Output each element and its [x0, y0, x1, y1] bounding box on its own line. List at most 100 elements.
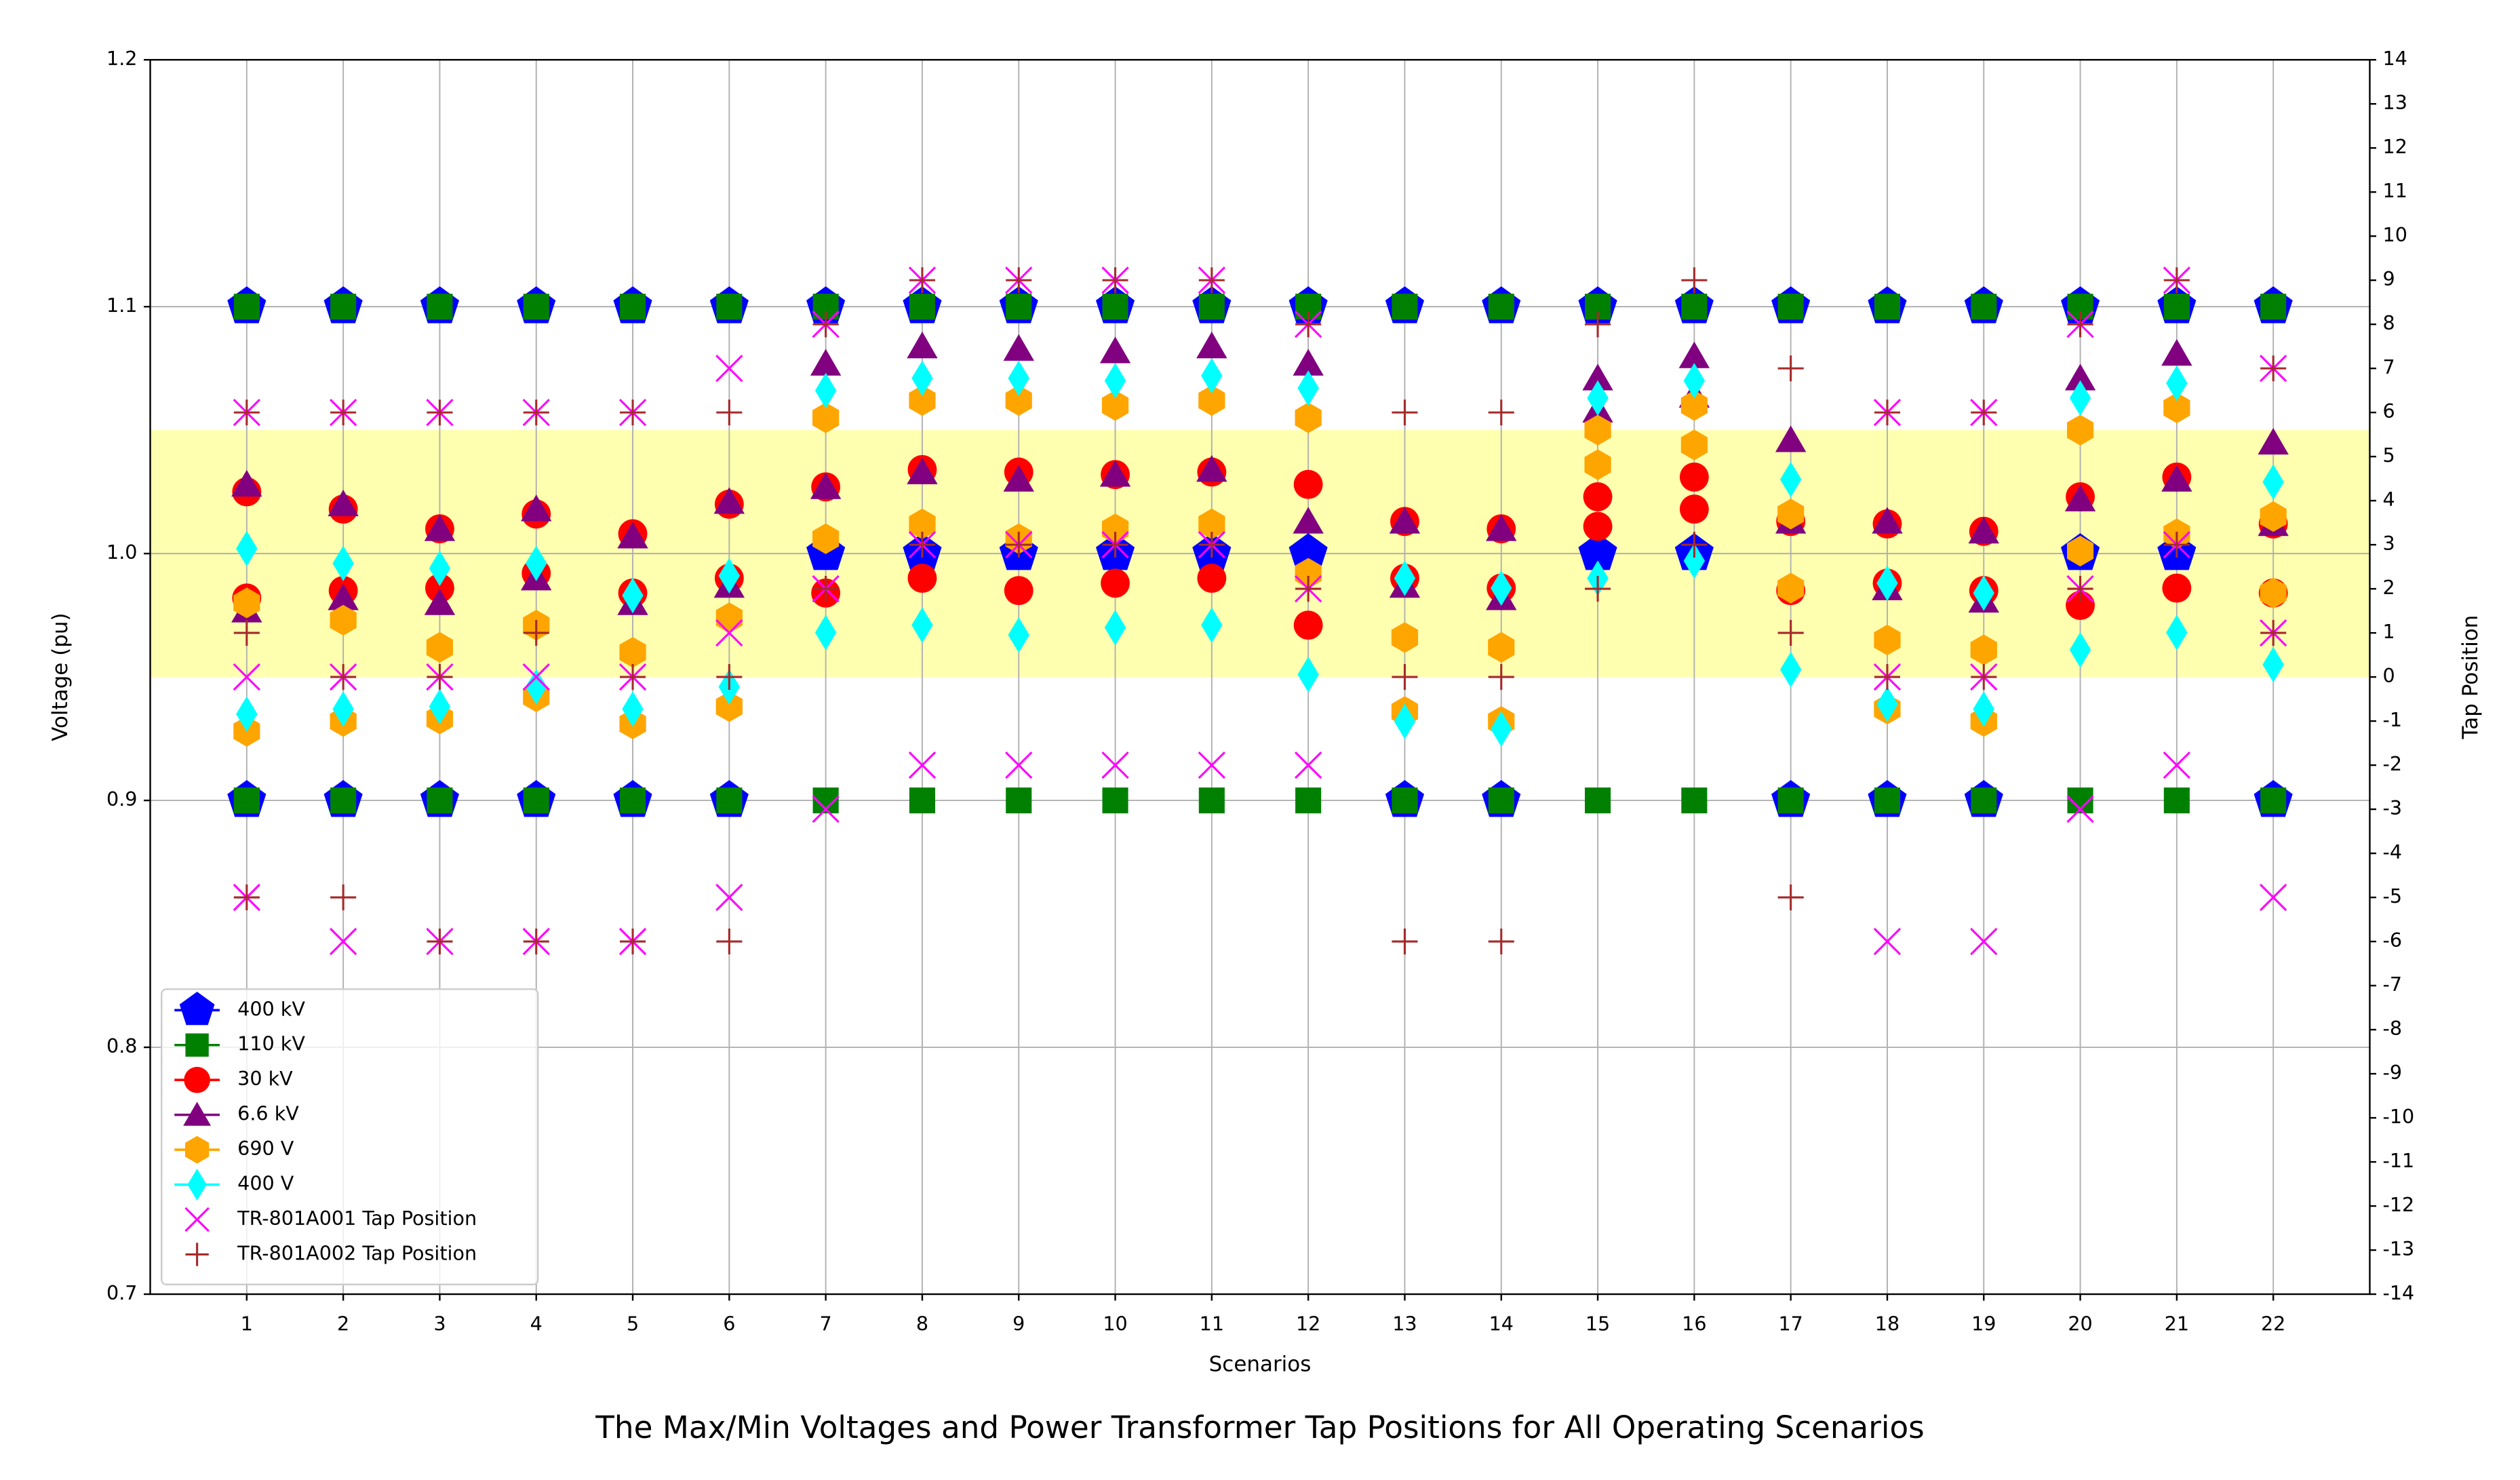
marker-triangle: [424, 514, 456, 541]
marker-square: [233, 294, 260, 320]
marker-hexagon: [233, 587, 260, 619]
marker-hexagon: [330, 604, 357, 636]
marker-hexagon: [1874, 624, 1901, 656]
marker-x: [184, 1207, 210, 1232]
y2-tick-label: -8: [2383, 1017, 2403, 1040]
marker-square: [716, 787, 743, 814]
legend-label: TR-801A002 Tap Position: [237, 1241, 477, 1264]
x-tick-label: 8: [916, 1312, 928, 1335]
marker-plus: [1392, 400, 1418, 426]
marker-plus: [716, 929, 743, 955]
marker-hexagon: [619, 637, 646, 668]
marker-circle: [2066, 591, 2095, 620]
marker-x: [233, 663, 260, 691]
y2-tick-label: 5: [2383, 444, 2395, 467]
marker-circle: [1293, 469, 1323, 499]
marker-square: [1874, 294, 1901, 320]
marker-square: [1488, 294, 1514, 320]
marker-triangle: [521, 494, 552, 522]
marker-x: [715, 883, 743, 912]
x-tick-label: 21: [2165, 1312, 2189, 1335]
marker-triangle: [1775, 425, 1807, 452]
marker-plus: [330, 400, 357, 426]
marker-circle: [1583, 511, 1613, 541]
chart-title: The Max/Min Voltages and Power Transform…: [595, 1409, 1924, 1445]
marker-x: [812, 795, 840, 823]
marker-plus: [1392, 929, 1418, 955]
y2-tick-label: 2: [2383, 576, 2395, 599]
marker-plus: [523, 400, 549, 426]
marker-square: [1681, 787, 1708, 814]
y-tick-label: 0.7: [106, 1281, 137, 1304]
plot-frame: [149, 58, 2371, 1296]
marker-diamond: [911, 360, 933, 396]
y2-tick-label: -4: [2383, 840, 2403, 863]
y2-tick-label: 4: [2383, 488, 2395, 511]
marker-plus: [1681, 267, 1708, 294]
y2-tick-label: -10: [2383, 1105, 2415, 1128]
marker-x: [1295, 751, 1322, 779]
marker-triangle: [1099, 460, 1131, 487]
marker-x: [1873, 927, 1902, 956]
legend-label: 690 V: [237, 1137, 294, 1160]
y2-tick-label: 11: [2383, 179, 2407, 202]
marker-x: [1101, 751, 1129, 779]
marker-plus: [2067, 311, 2093, 338]
marker-square: [2260, 787, 2287, 814]
y2-tick-label: -13: [2383, 1237, 2415, 1260]
marker-plus: [1584, 311, 1611, 338]
marker-plus: [716, 400, 743, 426]
y-tick-label: 0.8: [106, 1034, 137, 1057]
marker-triangle: [183, 1102, 212, 1126]
marker-diamond: [814, 372, 837, 409]
marker-plus: [1971, 400, 1997, 426]
marker-plus: [523, 929, 549, 955]
marker-diamond: [1201, 357, 1223, 394]
marker-diamond: [1779, 651, 1802, 688]
marker-square: [619, 294, 646, 320]
marker-diamond: [1973, 575, 1994, 611]
marker-square: [233, 787, 260, 814]
marker-diamond: [236, 530, 258, 567]
marker-triangle: [1196, 454, 1227, 482]
marker-plus: [1392, 664, 1418, 690]
marker-diamond: [526, 545, 547, 581]
y2-tick-label: 12: [2383, 135, 2407, 158]
y2-tick-label: -11: [2383, 1149, 2415, 1172]
marker-hexagon: [2066, 414, 2094, 446]
marker-triangle: [1486, 514, 1517, 541]
marker-triangle: [907, 457, 938, 484]
y2-tick-label: -1: [2383, 708, 2403, 731]
x-tick-label: 15: [1586, 1312, 1610, 1335]
marker-plus: [1006, 532, 1032, 558]
legend-label: 30 kV: [237, 1067, 293, 1090]
marker-plus: [1488, 929, 1514, 955]
marker-x: [2260, 883, 2287, 912]
marker-triangle: [1196, 331, 1227, 359]
legend-label: 110 kV: [237, 1032, 305, 1055]
legend-label: TR-801A001 Tap Position: [237, 1207, 477, 1230]
x-tick-label: 4: [530, 1312, 543, 1335]
marker-triangle: [1389, 507, 1421, 534]
x-tick-label: 17: [1778, 1312, 1803, 1335]
marker-square: [1681, 294, 1708, 320]
marker-plus: [523, 620, 549, 646]
x-tick-label: 1: [241, 1312, 253, 1335]
marker-square: [1295, 787, 1322, 814]
marker-hexagon: [1198, 385, 1225, 416]
marker-hexagon: [426, 631, 454, 663]
y2-tick-label: -6: [2383, 929, 2403, 952]
y2-tick-label: 13: [2383, 91, 2407, 114]
marker-plus: [233, 884, 260, 911]
x-tick-label: 18: [1875, 1312, 1899, 1335]
x-tick-label: 6: [723, 1312, 735, 1335]
y2-tick-label: -3: [2383, 796, 2403, 819]
marker-x: [2163, 751, 2191, 779]
y2-tick-label: -2: [2383, 752, 2403, 775]
marker-hexagon: [2066, 535, 2094, 567]
marker-plus: [1777, 355, 1804, 382]
marker-circle: [1101, 568, 1130, 598]
marker-x: [2066, 795, 2094, 823]
marker-hexagon: [812, 523, 840, 554]
marker-square: [427, 787, 453, 814]
